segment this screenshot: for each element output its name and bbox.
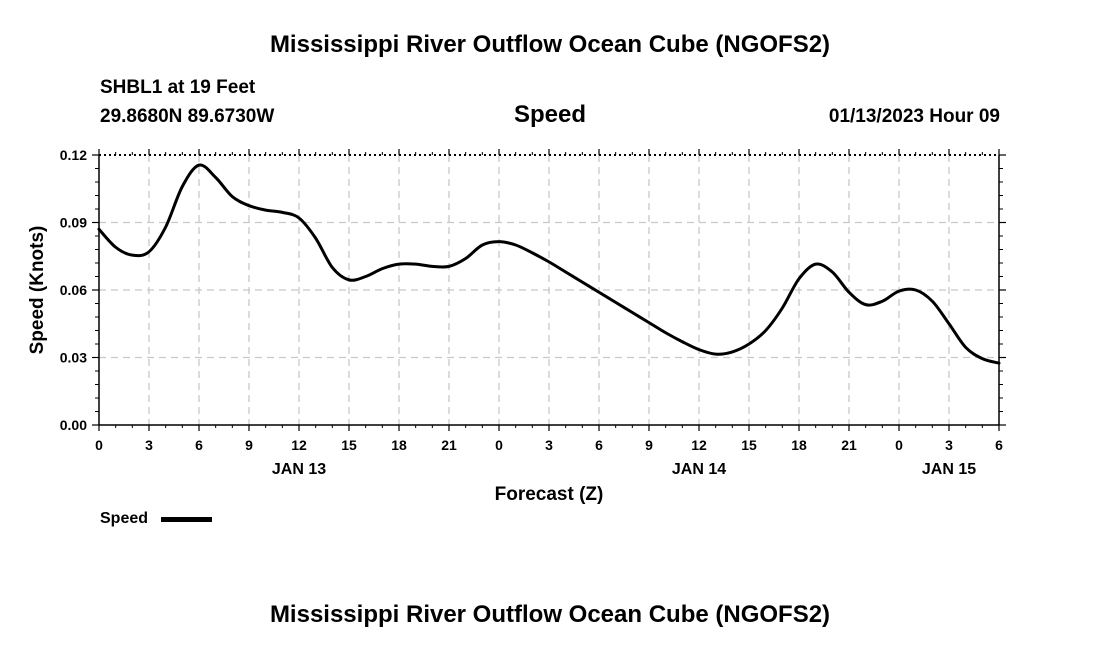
y-tick-label: 0.06 xyxy=(60,282,87,298)
forecast-timestamp: 01/13/2023 Hour 09 xyxy=(828,106,1000,127)
y-tick-label: 0.00 xyxy=(60,417,87,433)
x-tick-label: 18 xyxy=(391,437,407,453)
x-tick-label: 0 xyxy=(895,437,903,453)
x-tick-label: 15 xyxy=(741,437,757,453)
x-axis-label: Forecast (Z) xyxy=(495,484,604,505)
x-tick-label: 21 xyxy=(441,437,457,453)
y-tick-label: 0.03 xyxy=(60,350,87,366)
x-tick-label: 21 xyxy=(841,437,857,453)
x-tick-label: 6 xyxy=(595,437,603,453)
x-tick-label: 15 xyxy=(341,437,357,453)
x-tick-label: 0 xyxy=(95,437,103,453)
x-tick-label: 9 xyxy=(245,437,253,453)
grid xyxy=(99,155,999,425)
date-label: JAN 13 xyxy=(272,461,326,478)
y-axis-label: Speed (Knots) xyxy=(27,226,48,355)
x-tick-label: 12 xyxy=(291,437,307,453)
legend-label: Speed xyxy=(100,510,149,527)
chart-title: Mississippi River Outflow Ocean Cube (NG… xyxy=(269,31,831,58)
y-tick-label: 0.12 xyxy=(60,147,87,163)
x-tick-label: 3 xyxy=(145,437,153,453)
series xyxy=(97,163,1001,365)
x-axis: 0 3 6 9 12 15 18 21 0 3 6 9 12 15 18 21 0 3 6 JAN 13 JAN 14 J… xyxy=(95,149,1003,478)
y-axis: 0.00 0.03 0.06 0.09 0.12 xyxy=(60,147,1006,433)
date-label: JAN 14 xyxy=(672,461,726,478)
legend-line-swatch xyxy=(161,517,212,522)
x-tick-label: 6 xyxy=(195,437,203,453)
x-tick-label: 3 xyxy=(545,437,553,453)
station-label: SHBL1 at 19 Feet xyxy=(100,77,256,98)
x-tick-label: 12 xyxy=(691,437,707,453)
footer-title: Mississippi River Outflow Ocean Cube (NG… xyxy=(269,601,831,628)
x-tick-label: 9 xyxy=(645,437,653,453)
x-tick-label: 18 xyxy=(791,437,807,453)
variable-title: Speed xyxy=(513,101,587,128)
series-line-speed xyxy=(97,163,1001,365)
y-tick-label: 0.09 xyxy=(60,215,87,231)
x-tick-label: 3 xyxy=(945,437,953,453)
x-tick-label: 0 xyxy=(495,437,503,453)
x-tick-label: 6 xyxy=(995,437,1003,453)
date-label: JAN 15 xyxy=(922,461,976,478)
location-coordinates: 29.8680N 89.6730W xyxy=(100,106,275,127)
